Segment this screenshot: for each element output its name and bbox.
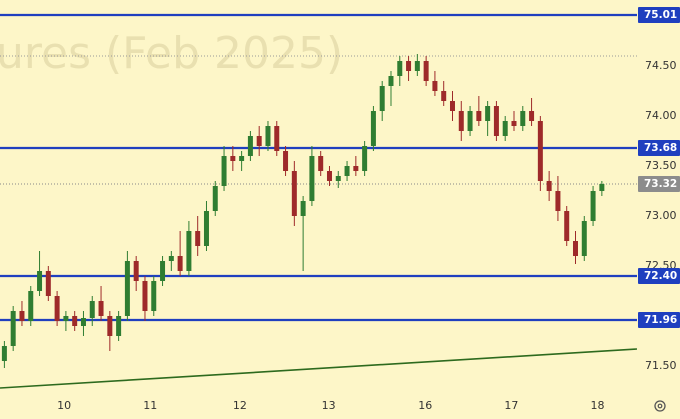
- candle-body: [326, 171, 332, 181]
- candle-body: [160, 261, 166, 281]
- candle-body: [300, 201, 306, 216]
- candle-body: [265, 126, 271, 146]
- settings-icon[interactable]: [654, 400, 666, 412]
- candle-body: [221, 156, 227, 186]
- candle-body: [379, 86, 385, 111]
- candle-body: [397, 61, 403, 76]
- candle-body: [212, 186, 218, 211]
- candle-body: [555, 191, 561, 211]
- watermark: ures (Feb 2025): [0, 28, 343, 79]
- candle-body: [335, 176, 341, 181]
- candle-body: [107, 316, 113, 336]
- candle-body: [353, 166, 359, 171]
- candle-body: [458, 111, 464, 131]
- last-price-bg: [638, 176, 680, 192]
- y-tick-label: 74.50: [645, 59, 677, 72]
- candle-body: [142, 281, 148, 311]
- x-tick-label: 13: [322, 399, 336, 412]
- candle-body: [485, 106, 491, 121]
- candle-body: [291, 171, 297, 216]
- candle-body: [388, 76, 394, 86]
- candle-body: [449, 101, 455, 111]
- candle-body: [432, 81, 438, 91]
- candle-body: [283, 151, 289, 171]
- candle-body: [98, 301, 104, 316]
- candle-body: [476, 111, 482, 121]
- plot-area: ures (Feb 2025): [0, 13, 637, 389]
- candle-body: [203, 211, 209, 246]
- trend-line: [0, 348, 637, 389]
- candle-body: [10, 311, 16, 346]
- candle-body: [247, 136, 253, 156]
- candle-body: [564, 211, 570, 241]
- candle-body: [168, 256, 174, 261]
- candle-body: [177, 256, 183, 271]
- candle-body: [274, 126, 280, 151]
- candle-body: [529, 111, 535, 121]
- candle-body: [493, 106, 499, 136]
- x-tick-label: 10: [57, 399, 71, 412]
- candle-body: [599, 184, 605, 191]
- level-label-bg: [638, 268, 680, 284]
- level-label: 72.40: [644, 270, 677, 282]
- candle-body: [344, 166, 350, 176]
- y-tick-label: 74.00: [645, 109, 677, 122]
- candle-body: [406, 61, 412, 71]
- candle-body: [581, 221, 587, 256]
- x-tick-label: 16: [418, 399, 432, 412]
- candle-body: [537, 121, 543, 181]
- candle-body: [370, 111, 376, 146]
- level-label: 71.96: [644, 314, 677, 326]
- candle-body: [133, 261, 139, 281]
- candle-body: [54, 296, 60, 321]
- candle-body: [124, 261, 130, 316]
- level-label: 75.01: [644, 9, 677, 21]
- y-tick-label: 73.50: [645, 159, 677, 172]
- candle-body: [72, 316, 78, 326]
- candle-body: [256, 136, 262, 146]
- candle-body: [28, 291, 34, 321]
- candle-body: [89, 301, 95, 318]
- candle-body: [239, 156, 245, 161]
- x-tick-label: 12: [233, 399, 247, 412]
- candle-body: [19, 311, 25, 321]
- candle-body: [423, 61, 429, 81]
- x-tick-label: 17: [504, 399, 518, 412]
- candle-body: [467, 111, 473, 131]
- candle-body: [80, 318, 86, 326]
- y-tick-label: 71.50: [645, 359, 677, 372]
- y-tick-label: 73.00: [645, 209, 677, 222]
- candle-body: [414, 61, 420, 71]
- candle-body: [511, 121, 517, 126]
- candle-body: [1, 346, 7, 361]
- candle-body: [230, 156, 236, 161]
- candle-body: [195, 231, 201, 246]
- candle-body: [362, 146, 368, 171]
- candle-body: [37, 271, 43, 291]
- candle-body: [45, 271, 51, 296]
- candle-body: [318, 156, 324, 171]
- candle-body: [546, 181, 552, 191]
- x-tick-label: 11: [143, 399, 157, 412]
- candle-body: [116, 316, 122, 336]
- candle-body: [502, 121, 508, 136]
- candle-body: [441, 91, 447, 101]
- level-label: 73.68: [644, 142, 677, 154]
- level-label-bg: [638, 7, 680, 23]
- level-label-bg: [638, 140, 680, 156]
- x-tick-label: 18: [590, 399, 604, 412]
- candle-body: [63, 316, 69, 321]
- candle-body: [186, 231, 192, 271]
- candle-body: [151, 281, 157, 311]
- candle-body: [572, 241, 578, 256]
- candle-body: [309, 156, 315, 201]
- level-label-bg: [638, 312, 680, 328]
- candle-body: [590, 191, 596, 221]
- last-price-label: 73.32: [644, 178, 677, 190]
- candle-body: [520, 111, 526, 126]
